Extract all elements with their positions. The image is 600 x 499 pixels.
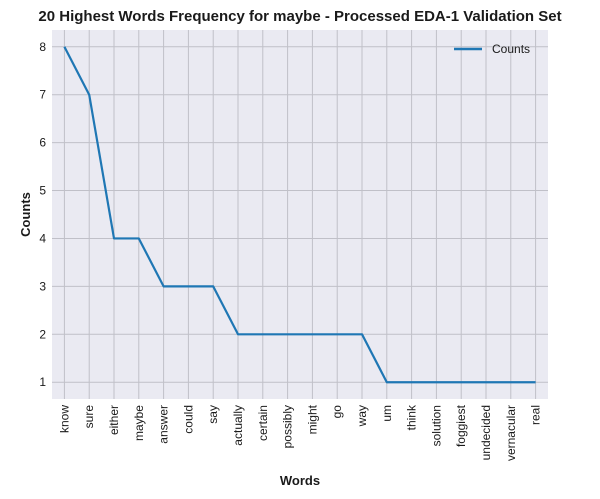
y-tick-label-5: 5 [39,184,46,198]
series-group [63,46,536,384]
y-tick-label-2: 2 [39,327,46,341]
x-tick-label-might: might [305,404,319,434]
chart-title: 20 Highest Words Frequency for maybe - P… [38,8,561,25]
y-tick-label-8: 8 [39,40,46,54]
series-line-counts [63,46,536,384]
x-axis-label: Words [280,473,320,488]
x-tick-label-vernacular: vernacular [504,405,518,461]
legend: Counts [454,42,530,56]
y-tick-label-3: 3 [39,279,46,293]
x-tick-label-foggiest: foggiest [454,404,468,447]
x-tick-label-could: could [181,405,195,434]
grid [52,30,548,399]
x-tick-label-sure: sure [82,405,96,429]
plot-area [52,30,548,399]
x-tick-label-think: think [405,404,419,430]
x-tick-label-undecided: undecided [479,405,493,460]
x-tick-label-um: um [380,405,394,422]
x-tick-label-go: go [330,405,344,419]
x-tick-label-actually: actually [231,405,245,446]
y-tick-label-4: 4 [39,231,46,245]
y-axis-ticks: 1 2 3 4 5 6 7 8 [39,40,46,389]
y-axis-label: Counts [18,192,33,237]
y-tick-label-7: 7 [39,88,46,102]
x-tick-label-certain: certain [256,405,270,441]
x-axis-ticks: know sure either maybe answer could say actuall… [57,404,542,461]
x-tick-label-real: real [529,405,543,425]
x-tick-label-know: know [57,405,71,433]
x-tick-label-say: say [206,405,220,424]
legend-label-counts: Counts [492,42,530,56]
y-tick-label-6: 6 [39,136,46,150]
x-tick-label-answer: answer [157,405,171,444]
x-tick-label-either: either [107,405,121,435]
x-tick-label-maybe: maybe [132,405,146,441]
y-tick-label-1: 1 [39,375,46,389]
x-tick-label-way: way [355,405,369,427]
x-tick-label-possibly: possibly [281,405,295,448]
x-tick-label-solution: solution [429,405,443,446]
